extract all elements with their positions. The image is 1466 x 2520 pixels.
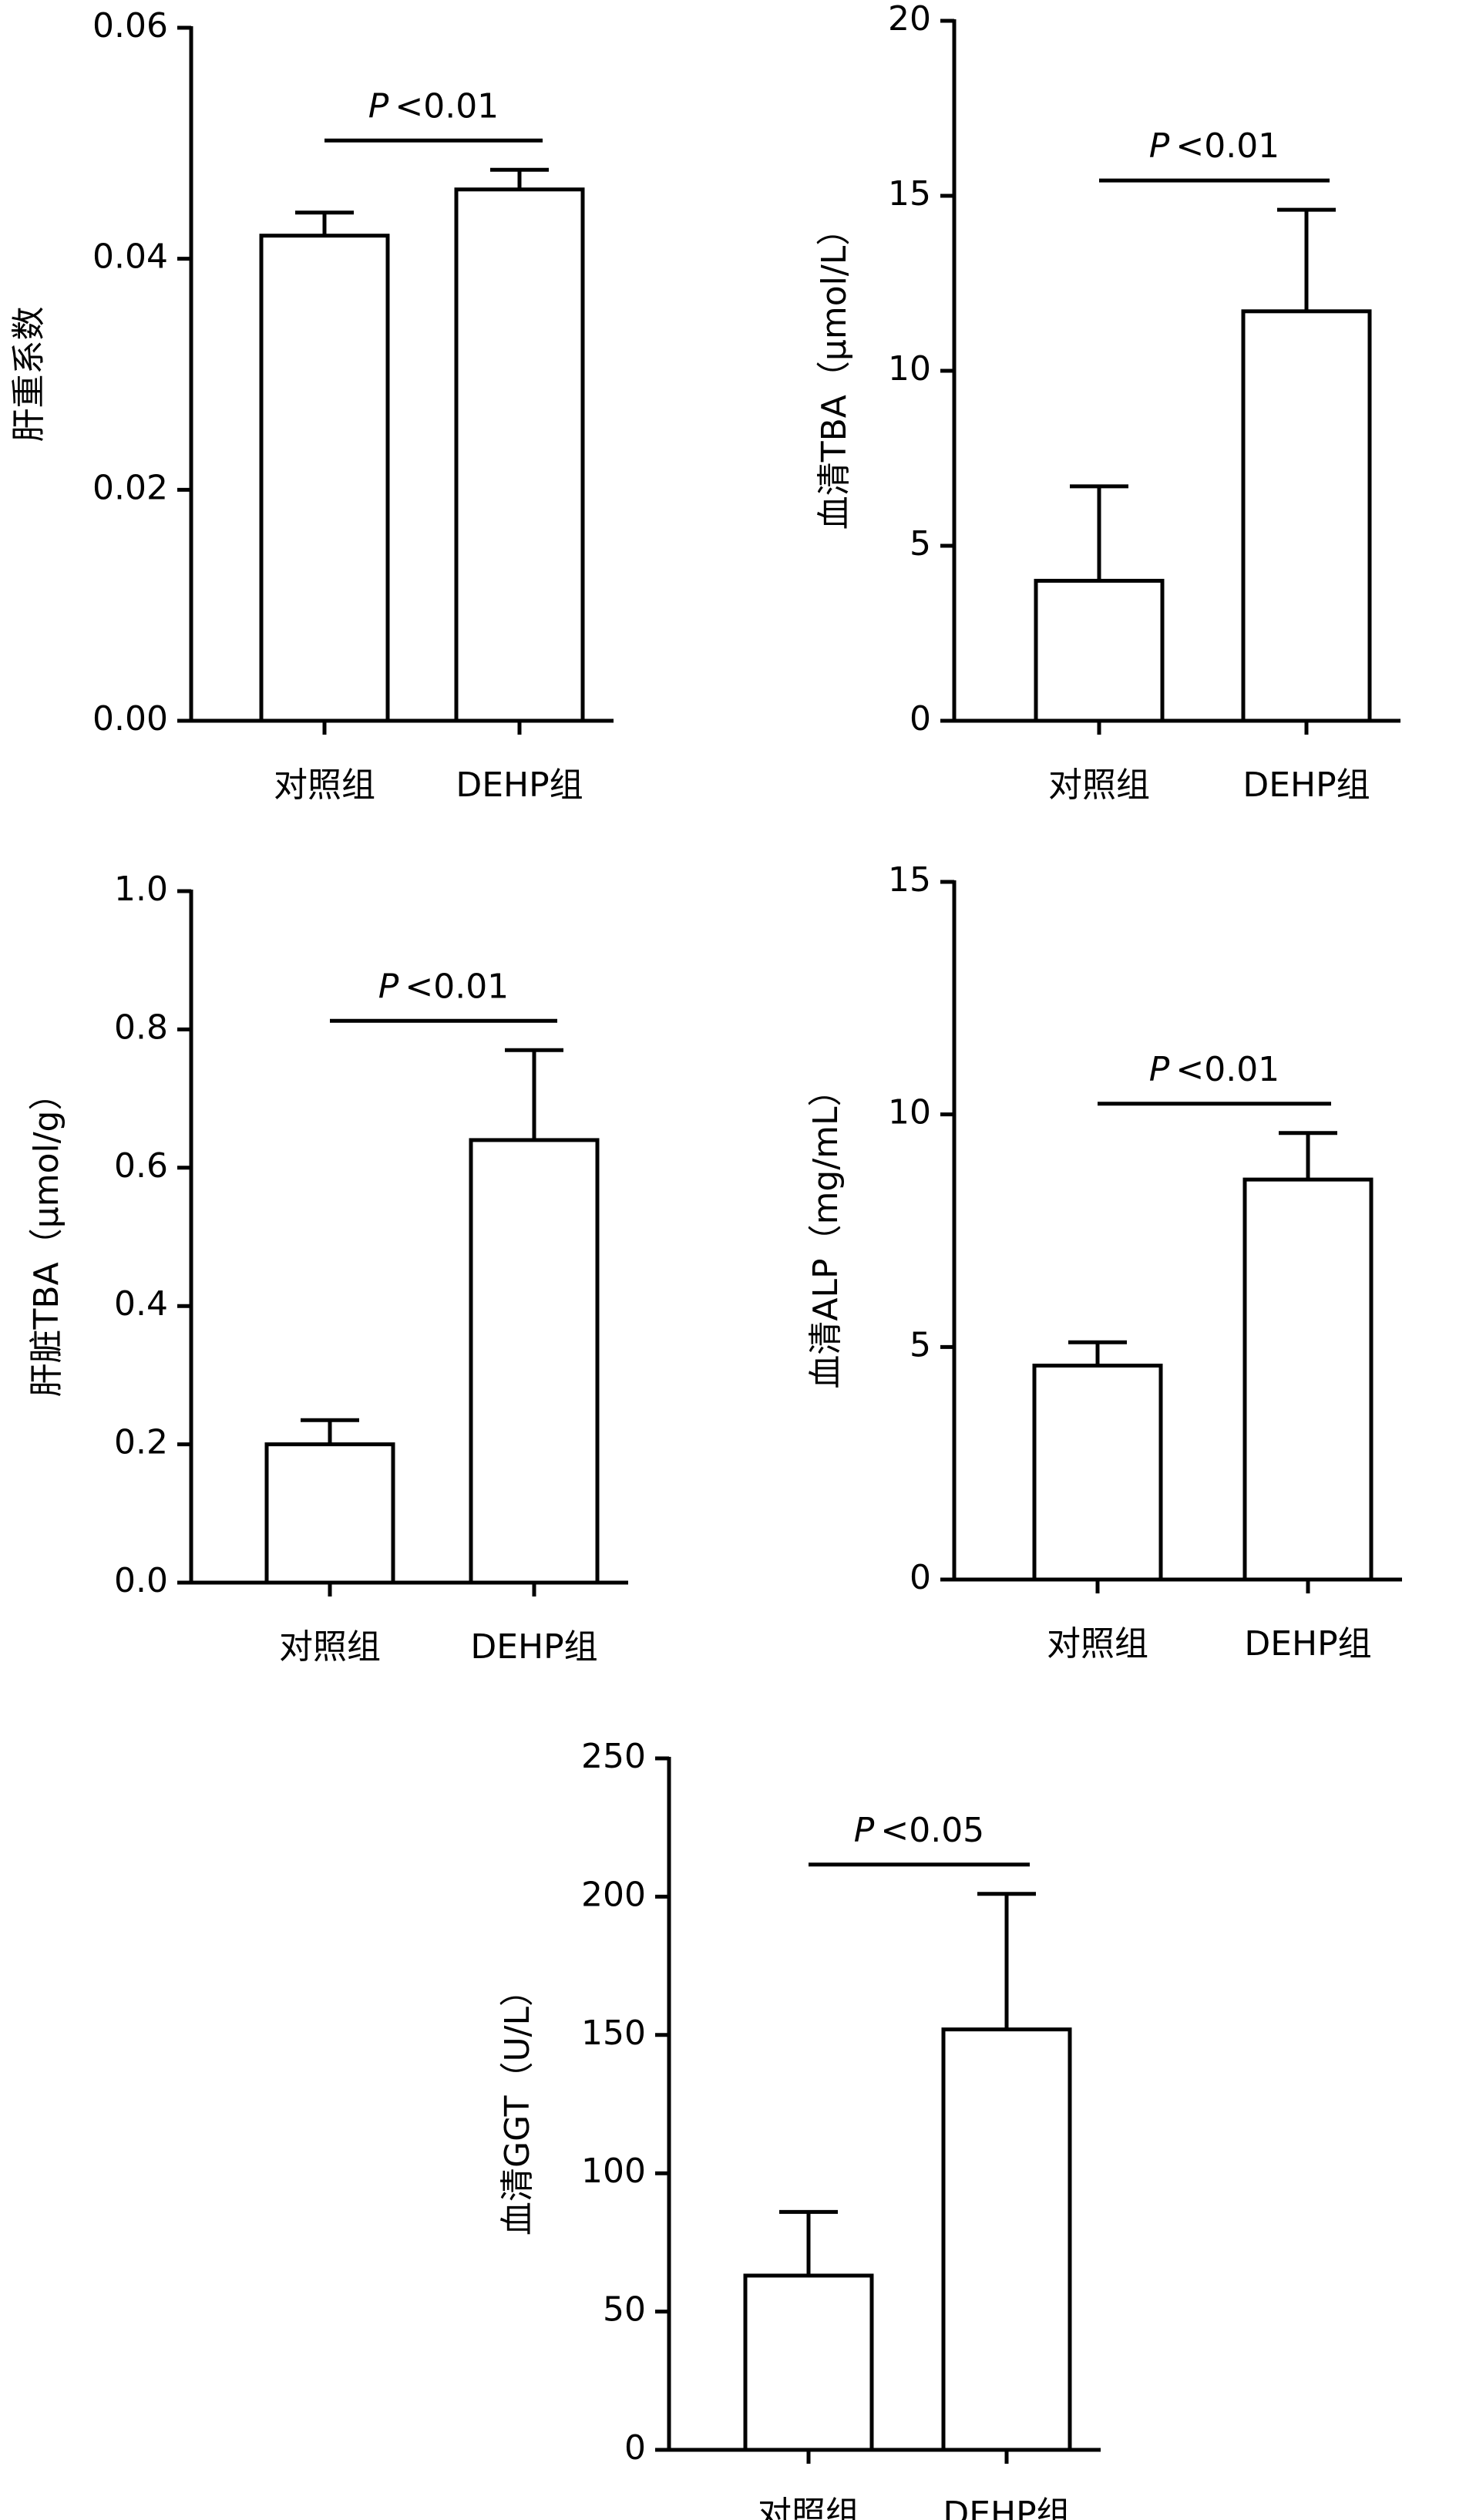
y-tick-label: 0.04 [92,237,168,277]
y-tick-label: 150 [581,2014,646,2053]
significance-text: <0.01 [1175,1050,1279,1089]
x-tick-label: DEHP组 [470,1627,597,1667]
y-tick-label: 15 [888,174,931,214]
y-tick-label: 1.0 [114,870,168,909]
y-tick-label: 5 [910,524,931,564]
significance-text: <0.01 [405,967,509,1006]
x-tick-label: 对照组 [1048,765,1150,805]
y-tick-label: 0 [910,699,931,739]
bar [264,1442,395,1585]
x-tick-label: DEHP组 [1244,1624,1371,1664]
y-axis-label: 肝重系数 [9,307,49,442]
y-tick-label: 0.6 [114,1146,168,1186]
significance-symbol: P [854,1811,875,1850]
y-tick-label: 0.2 [114,1423,168,1462]
y-tick-label: 250 [581,1737,646,1776]
y-tick-label: 5 [910,1325,931,1364]
significance-symbol: P [1149,126,1170,166]
significance-symbol: P [368,86,389,126]
bar [941,2027,1072,2452]
significance-text: <0.05 [880,1811,984,1850]
y-tick-label: 0 [624,2428,646,2468]
significance-label: P <0.05 [854,1811,984,1850]
y-tick-label: 0.4 [114,1284,168,1324]
x-tick-label: DEHP组 [1242,765,1370,805]
x-tick-label: 对照组 [758,2495,859,2520]
x-tick-label: DEHP组 [456,765,583,805]
y-tick-label: 15 [888,860,931,900]
y-tick-label: 0.00 [92,699,168,739]
significance-label: P <0.01 [378,967,509,1006]
y-tick-label: 200 [581,1875,646,1914]
y-axis-label: 血清TBA（μmol/L） [815,212,854,530]
y-tick-label: 50 [603,2290,646,2330]
x-tick-label: DEHP组 [943,2495,1070,2520]
y-tick-label: 0.02 [92,468,168,507]
y-tick-label: 0.06 [92,6,168,45]
y-tick-label: 0.0 [114,1561,168,1600]
y-axis-label: 肝脏TBA（μmol/g） [27,1077,66,1398]
bar [259,234,390,723]
significance-label: P <0.01 [1149,1050,1279,1089]
significance-text: <0.01 [395,86,499,126]
bar [1242,1177,1374,1582]
x-tick-label: 对照组 [1047,1624,1148,1664]
bar [1241,309,1372,723]
y-tick-label: 10 [888,1093,931,1132]
y-axis-label: 血清ALP（mg/mL） [806,1072,846,1388]
significance-symbol: P [1149,1050,1170,1089]
y-tick-label: 10 [888,349,931,389]
bar [743,2273,874,2452]
bar [454,187,585,723]
significance-label: P <0.01 [1149,126,1279,166]
significance-text: <0.01 [1175,126,1279,166]
y-axis-label: 血清GGT（U/L） [498,1973,537,2236]
y-tick-label: 20 [888,0,931,39]
significance-label: P <0.01 [368,86,499,126]
y-tick-label: 0 [910,1558,931,1597]
bar [1034,578,1165,723]
bar [469,1138,600,1585]
y-tick-label: 100 [581,2152,646,2191]
y-tick-label: 0.8 [114,1008,168,1047]
bar [1032,1363,1163,1582]
significance-symbol: P [378,967,399,1006]
x-tick-label: 对照组 [274,765,375,805]
x-tick-label: 对照组 [279,1627,381,1667]
